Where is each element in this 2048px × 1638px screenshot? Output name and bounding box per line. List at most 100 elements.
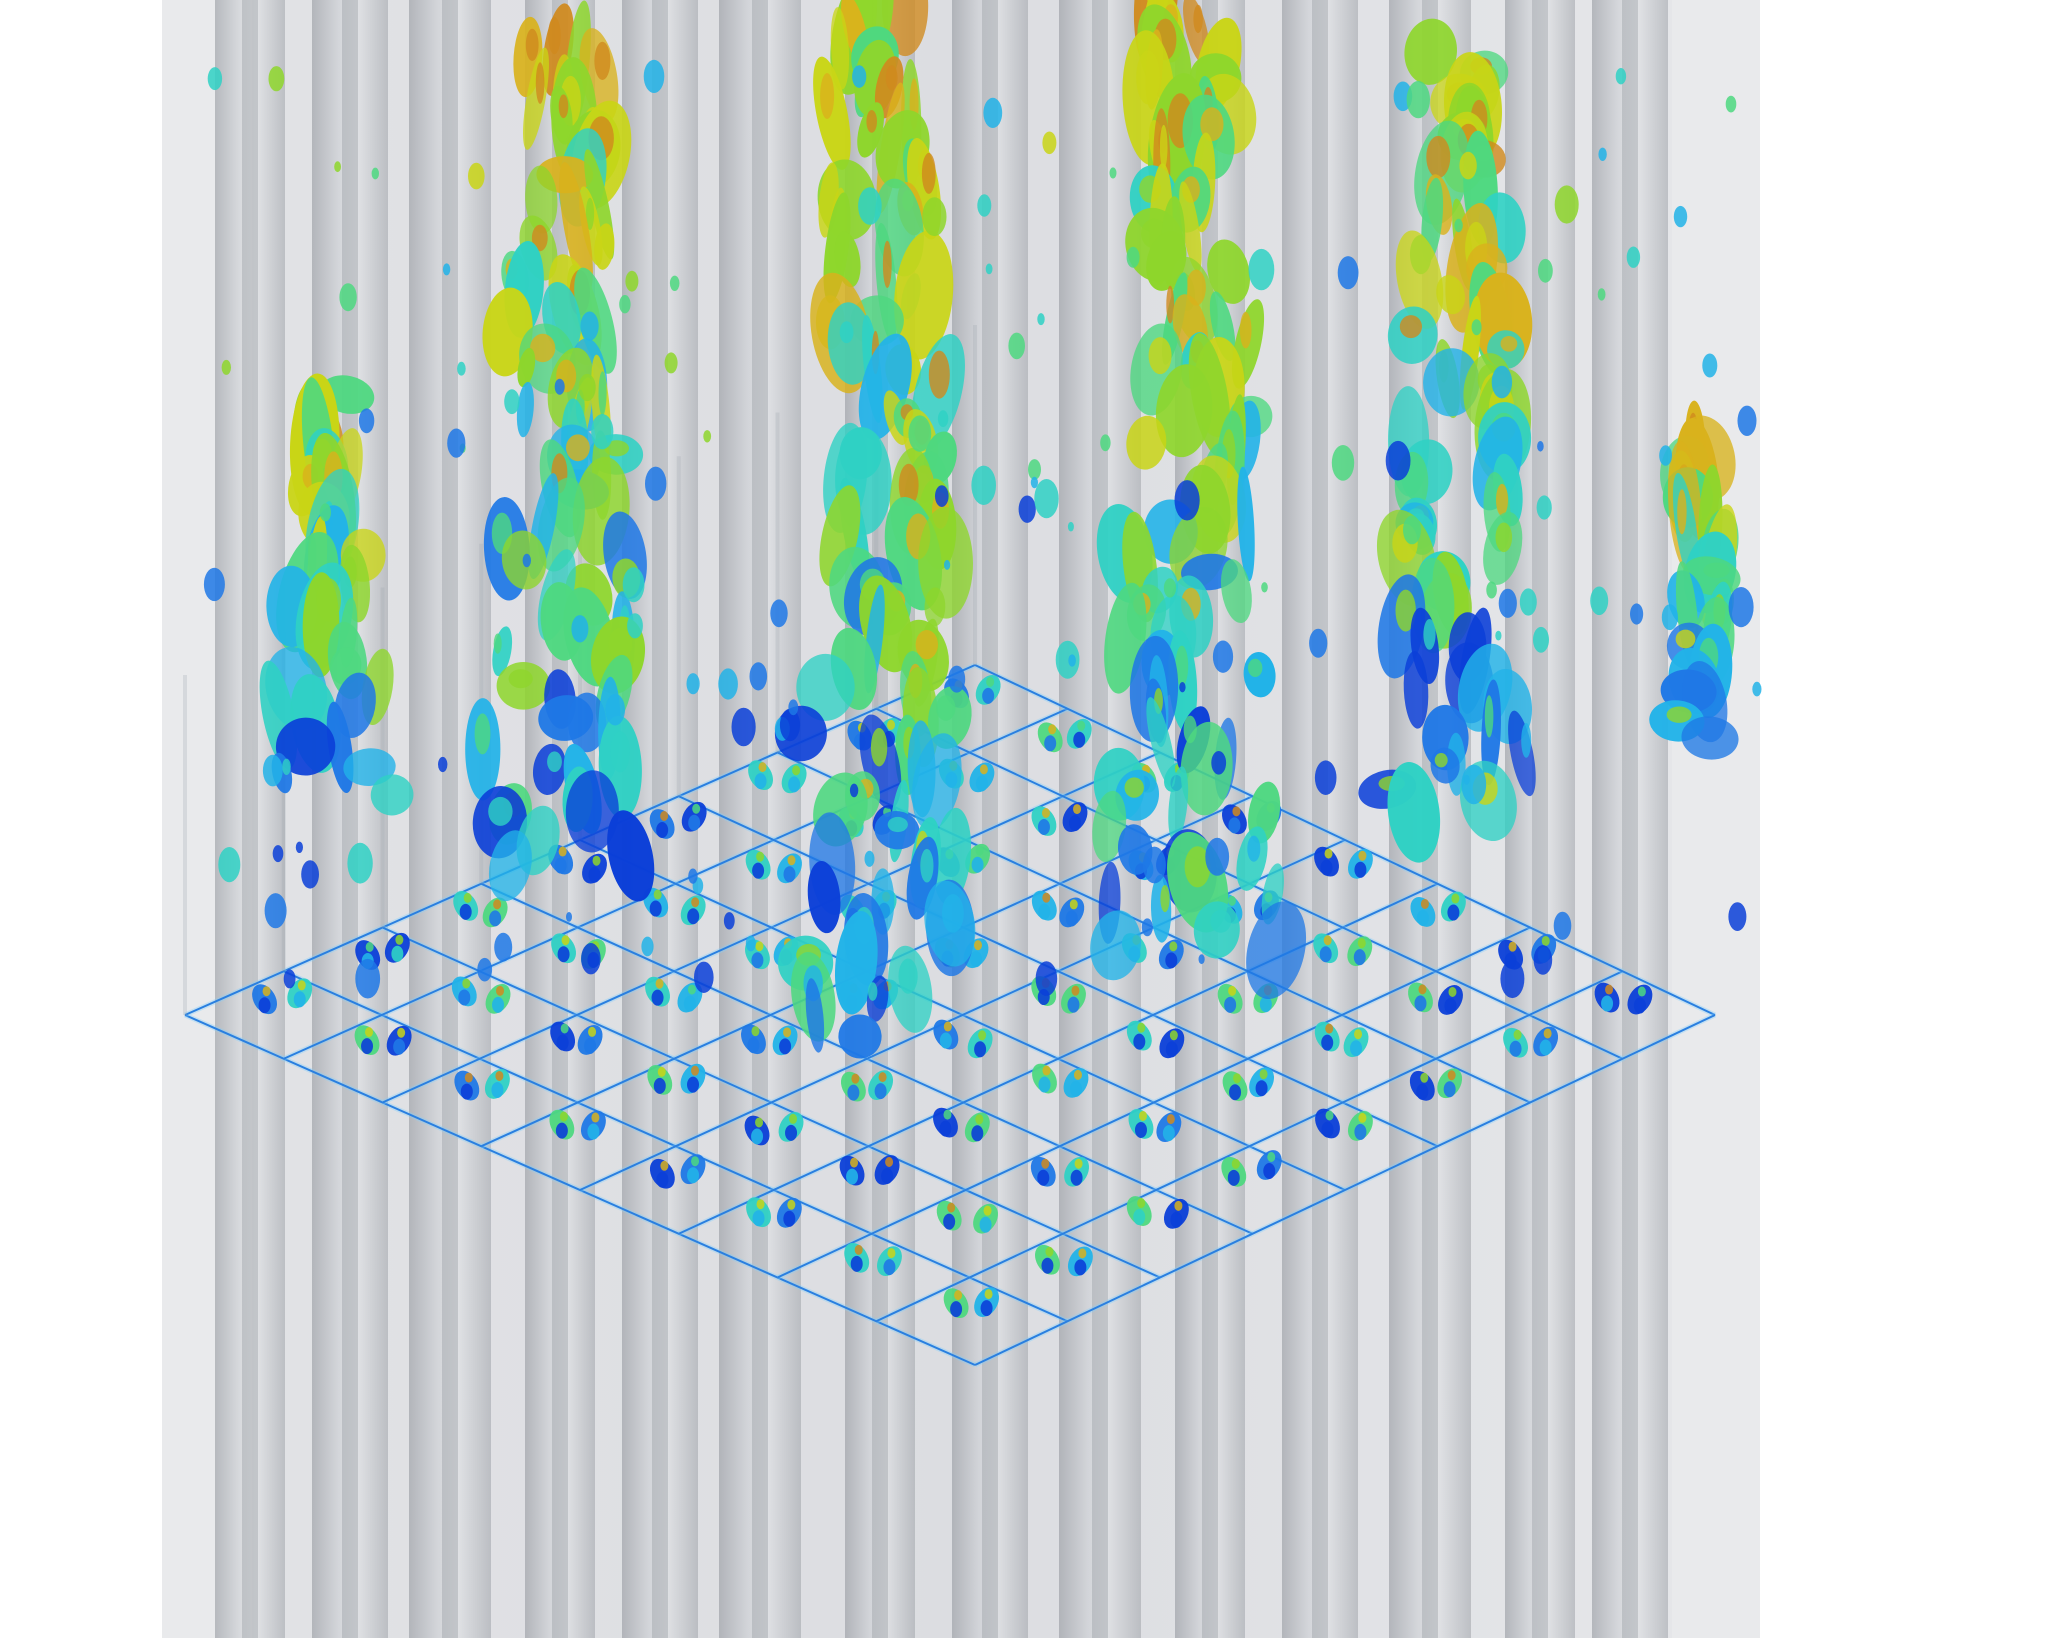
vortex-cluster [933,1107,958,1138]
vortex-cluster [681,801,707,832]
vortex-cluster [1067,1246,1093,1277]
vortex-cluster [1437,1068,1463,1099]
vortex-cluster [1315,1108,1340,1139]
spacer-grid-line [777,926,1531,1279]
vortex-cluster [1030,1156,1056,1187]
vortex-cluster [967,1028,993,1059]
vortex-cluster [1627,984,1653,1015]
vortex-cluster [1221,804,1247,835]
vortex-cluster [354,1025,380,1056]
vortex-cluster [1063,1067,1089,1098]
vortex-cluster [874,1155,900,1185]
vortex-cluster [748,760,773,791]
vortex-plume [1649,400,1741,760]
vortex-cluster [1031,806,1057,836]
vortex-cluster [1035,1244,1060,1275]
vortex-cluster [776,1197,802,1228]
vortex-cluster [549,1109,575,1140]
vortex-plume [1358,18,1536,863]
vortex-cluster [781,763,807,794]
vortex-cluster [868,1070,894,1101]
vortex-cluster [649,1158,675,1189]
vortex-cluster [1031,890,1057,921]
vortex-cluster [1061,983,1086,1014]
vortex-cluster [1343,1027,1369,1058]
vortex-cluster [844,1242,870,1273]
vortex-cluster [485,983,511,1014]
fuel-rod-shadow [1532,0,1548,1638]
vortex-cluster [1126,1196,1152,1226]
vortex-cluster [1440,891,1466,922]
vortex-cluster [252,984,277,1015]
vortex-cluster [551,933,577,964]
vortex-cluster [1347,1111,1373,1141]
domain-edge-right [1672,0,1760,1638]
vortex-plume [259,373,414,816]
spacer-grid [183,325,1717,1368]
vortex-cluster [645,976,670,1007]
vortex-cluster [577,1025,603,1055]
fuel-rod-shadow [242,0,258,1638]
vortex-cluster [680,895,706,926]
vortex-cluster [1217,983,1243,1014]
vortex-cluster [1221,1156,1247,1187]
vortex-cluster [745,849,771,880]
vortex-fragments [203,59,1762,999]
vortex-cluster [746,1197,771,1228]
spacer-wall [775,412,780,753]
fuel-rod [719,0,801,1638]
fuel-rod [1592,0,1668,1638]
vortex-cluster [550,1021,576,1052]
vortex-cluster [1503,1027,1528,1058]
vortex-cluster [1066,718,1092,749]
vortex-cluster [741,1024,766,1055]
fuel-rod-shadow [342,0,358,1638]
vortex-cluster [772,1025,798,1056]
vortex-cluster [451,976,477,1007]
vortex-cluster [643,887,669,918]
vortex-cluster [1438,985,1463,1015]
vortex-cluster [1533,1026,1559,1057]
vortex-cluster [1163,1198,1189,1229]
spacer-wall [281,631,286,972]
vortex-cluster [1256,1150,1282,1180]
vortex-cluster [1037,722,1063,753]
vortex-cluster [1249,1067,1275,1098]
vortex-cluster [1158,939,1184,970]
vortex-cluster [964,1112,990,1143]
spacer-grid-line [678,882,1438,1235]
fuel-rod-shadow [442,0,458,1638]
spacer-wall [183,675,187,1015]
vortex-cluster [777,853,802,884]
vortex-cluster [548,844,574,875]
fuel-rod [312,0,388,1638]
spacer-grid-line [974,1014,1716,1366]
vortex-cluster [649,809,675,839]
fuel-rod [215,0,285,1638]
vortex-cluster [744,1115,770,1146]
vortex-cluster [1126,1020,1152,1051]
vortex-cluster [1059,897,1085,928]
spacer-grid-line [875,970,1623,1323]
vortex-cluster [1222,1071,1248,1102]
fuel-rod-shadow [1622,0,1638,1638]
vortex-cluster [677,982,703,1013]
vortex-plume [465,0,655,902]
fuel-rod-shadow [982,0,998,1638]
vortex-cluster [778,1111,804,1142]
vortex-cluster [1314,1021,1340,1052]
vortex-cluster [1032,1063,1057,1094]
vortex-cluster [1347,936,1373,967]
vortex-cluster [680,1154,706,1185]
vortex-cluster [582,853,607,884]
vortex-cluster [1159,1028,1185,1059]
vortex-cluster [933,1019,959,1050]
vortex-cluster [943,1288,969,1319]
vortex-cluster [839,1155,865,1186]
vortex-cluster [484,1069,510,1099]
vortex-cluster [1062,802,1088,832]
vortex-cluster [647,1064,673,1095]
vortex-cluster [936,1200,962,1231]
vortex-cluster [969,762,995,793]
